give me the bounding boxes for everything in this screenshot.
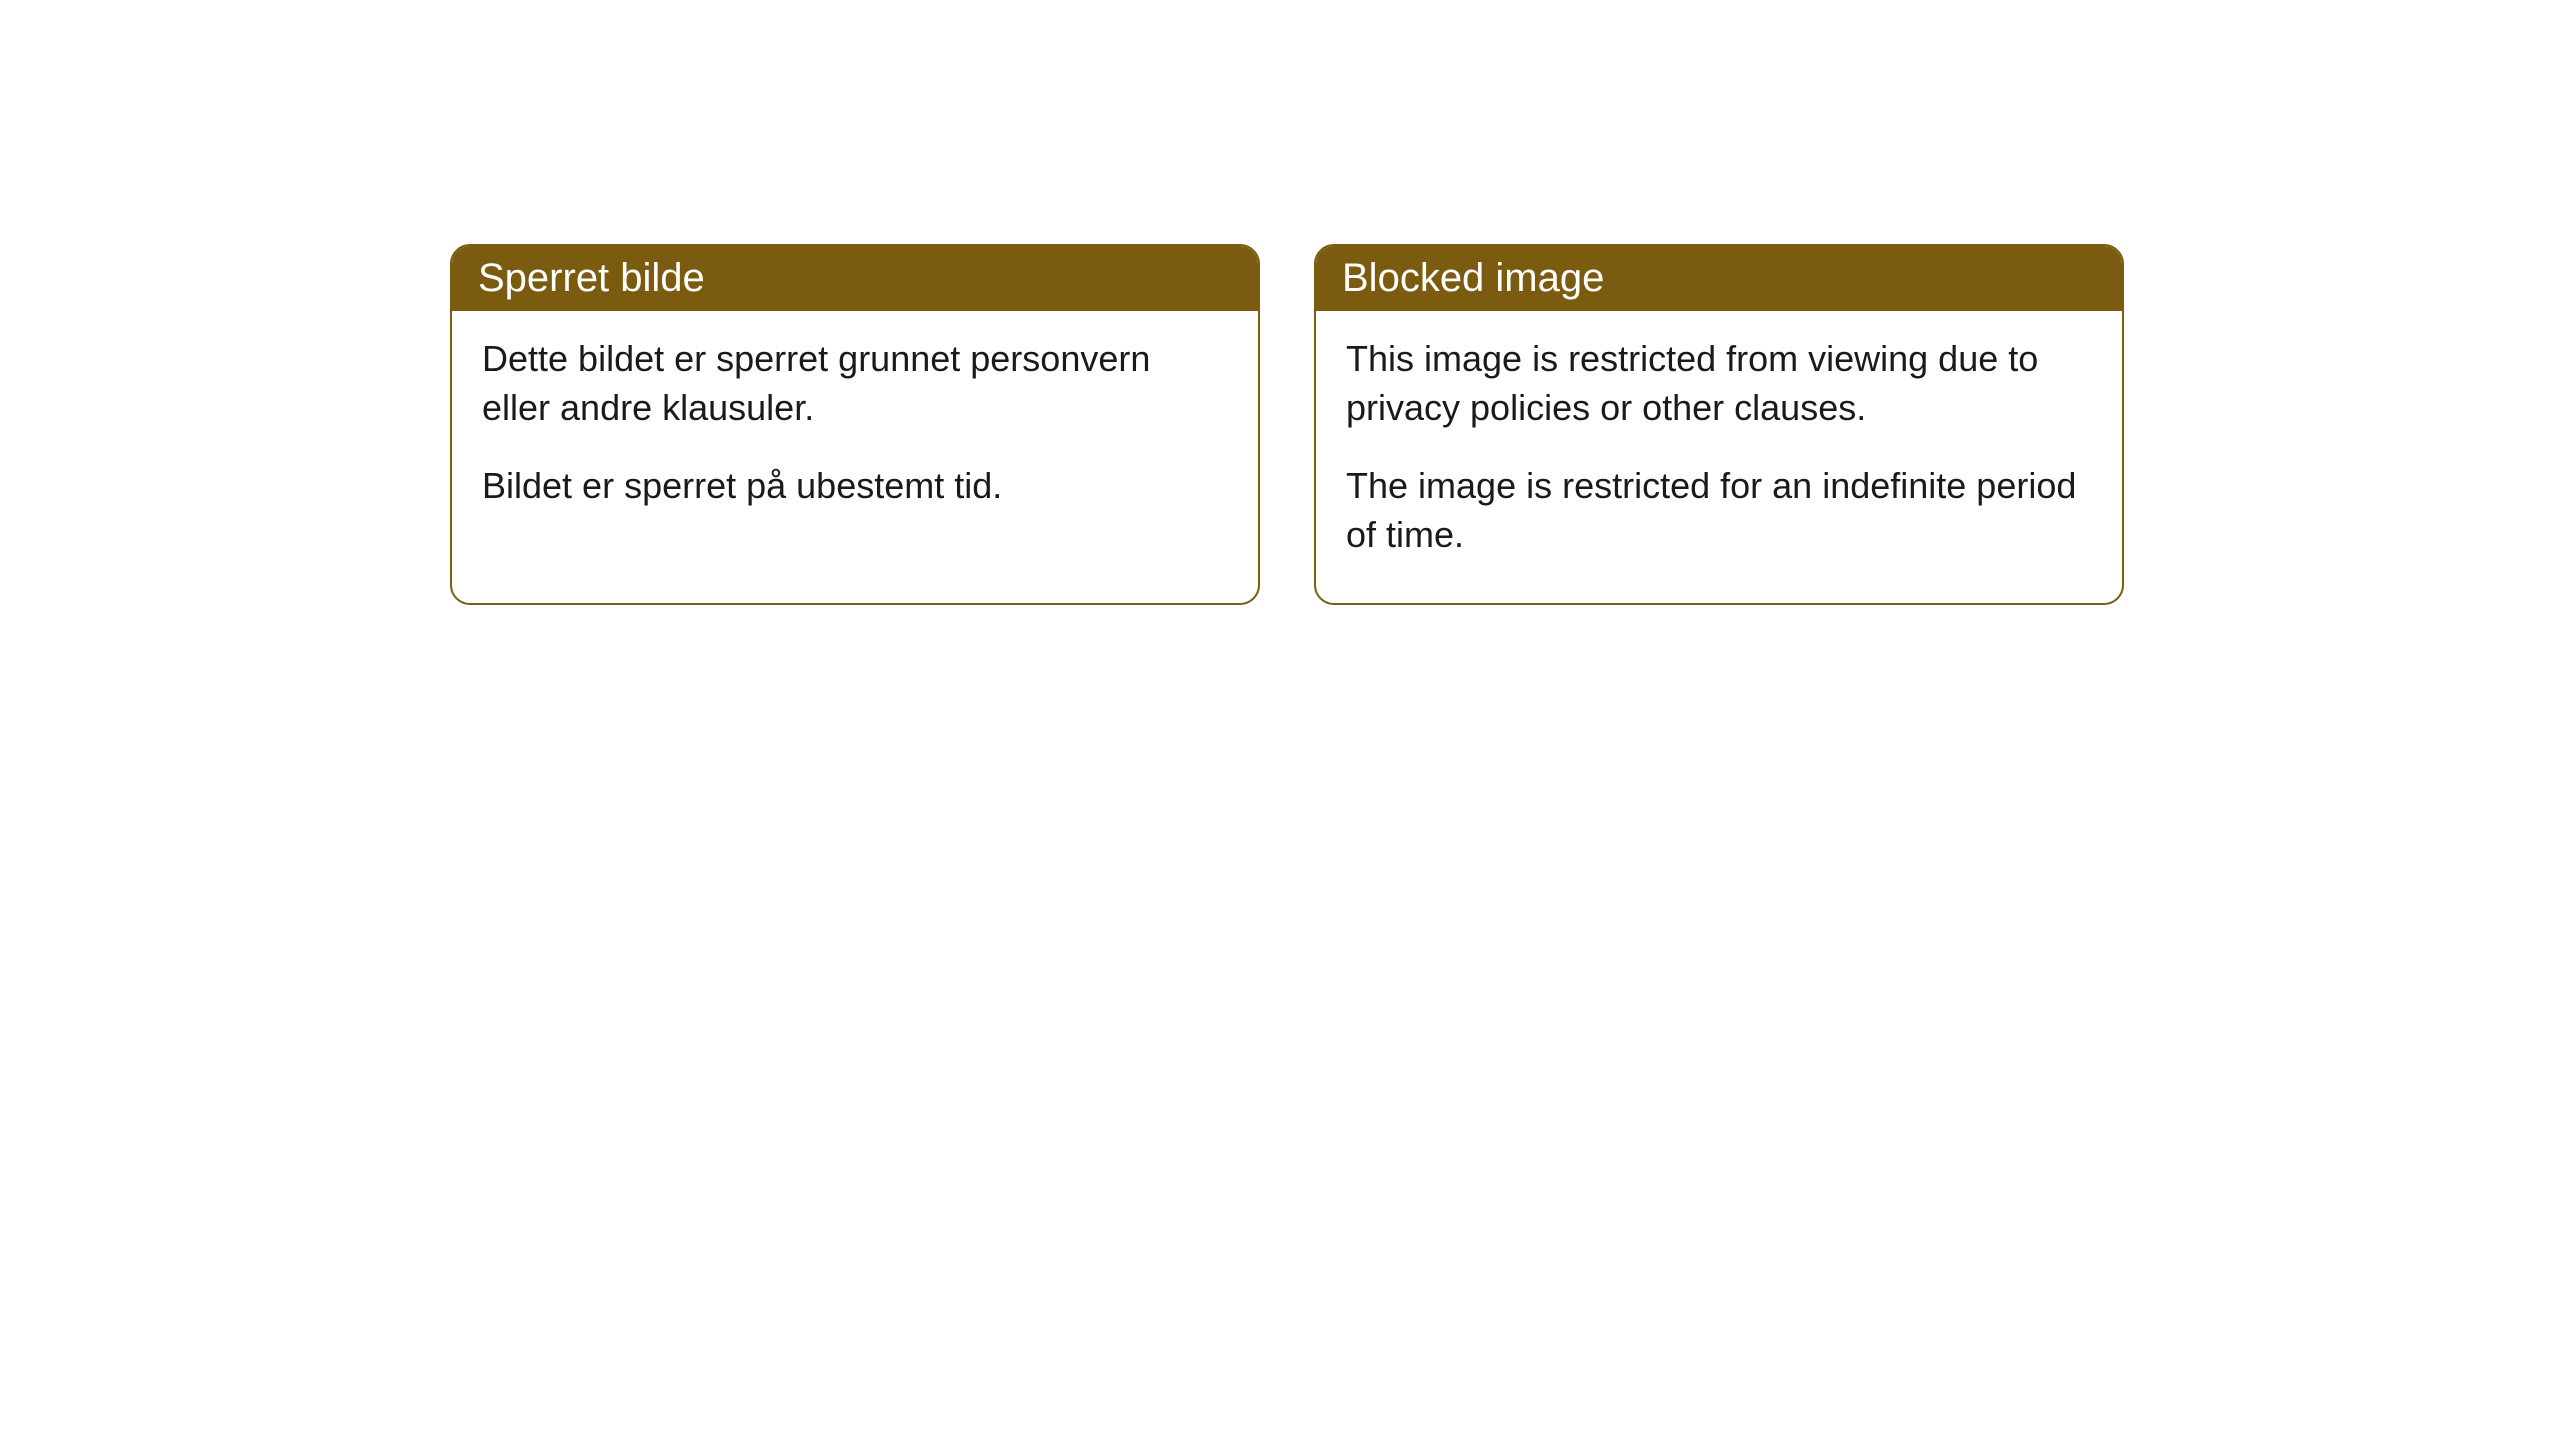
card-body: This image is restricted from viewing du… [1316,311,2122,603]
card-body: Dette bildet er sperret grunnet personve… [452,311,1258,555]
blocked-image-card-no: Sperret bilde Dette bildet er sperret gr… [450,244,1260,605]
card-paragraph: The image is restricted for an indefinit… [1346,462,2092,559]
card-title: Blocked image [1316,246,2122,311]
card-paragraph: This image is restricted from viewing du… [1346,335,2092,432]
card-title: Sperret bilde [452,246,1258,311]
blocked-image-card-en: Blocked image This image is restricted f… [1314,244,2124,605]
notice-container: Sperret bilde Dette bildet er sperret gr… [450,244,2124,605]
card-paragraph: Bildet er sperret på ubestemt tid. [482,462,1228,511]
card-paragraph: Dette bildet er sperret grunnet personve… [482,335,1228,432]
